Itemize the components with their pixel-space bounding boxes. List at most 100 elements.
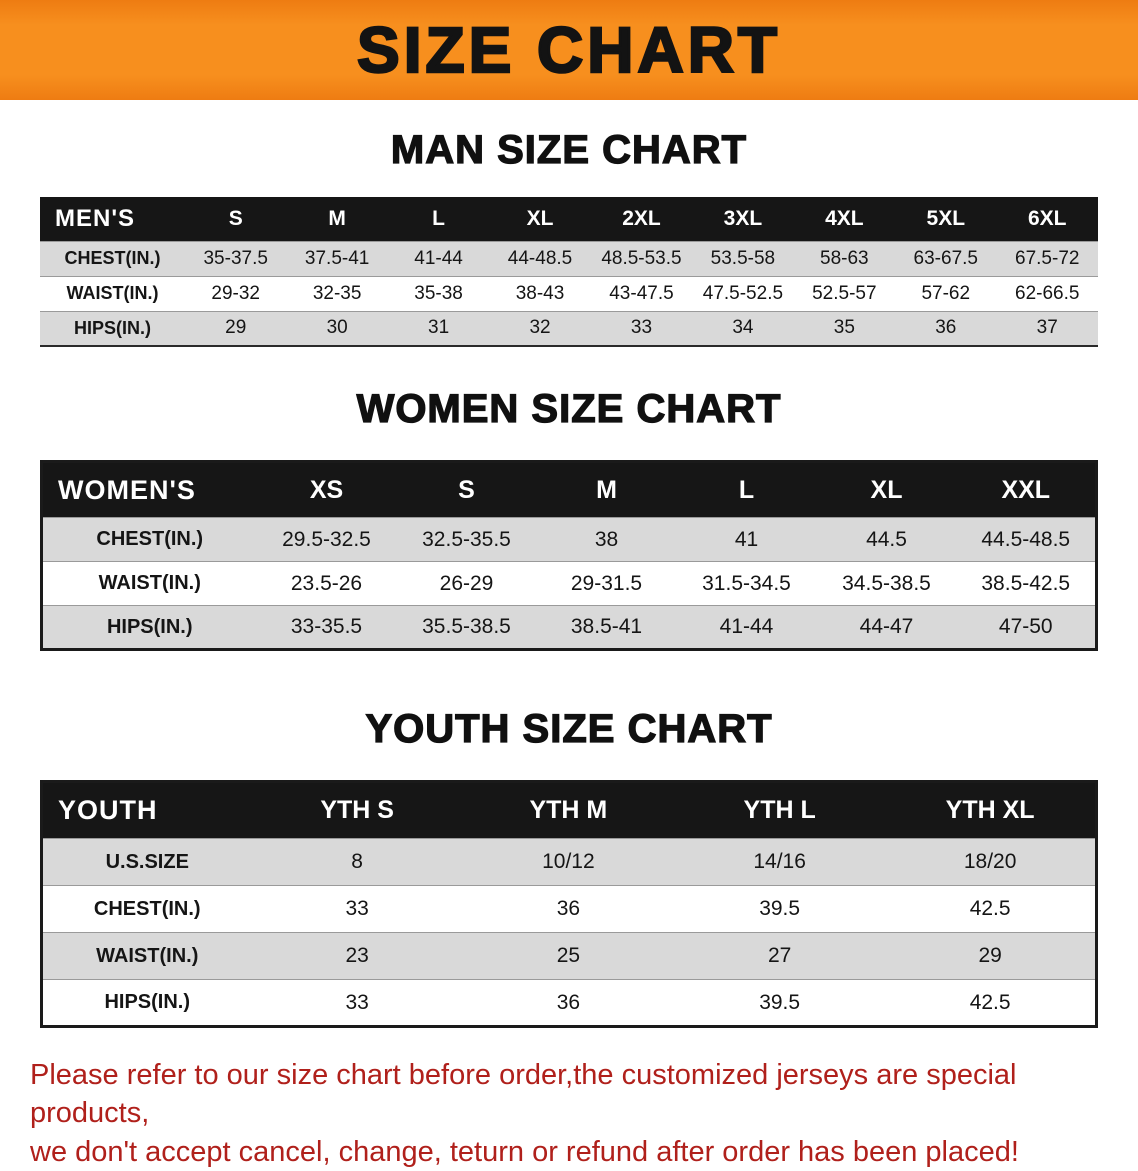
size-cell: 62-66.5 (996, 276, 1098, 311)
women-chest-row: CHEST(IN.) 29.5-32.5 32.5-35.5 38 41 44.… (41, 517, 1097, 562)
men-chest-row: CHEST(IN.) 35-37.5 37.5-41 41-44 44-48.5… (40, 241, 1098, 276)
size-cell: 34.5-38.5 (816, 561, 957, 606)
size-cell: 31 (387, 311, 490, 346)
size-cell: 38-43 (489, 276, 591, 311)
disclaimer-note: Please refer to our size chart before or… (30, 1056, 1108, 1171)
size-cell: 38.5-41 (536, 605, 677, 650)
size-cell: 63-67.5 (895, 241, 997, 276)
size-header-cell: 3XL (692, 197, 794, 241)
women-waist-row: WAIST(IN.) 23.5-26 26-29 29-31.5 31.5-34… (41, 561, 1097, 606)
size-cell: 35 (793, 311, 896, 346)
size-cell: 18/20 (885, 838, 1097, 886)
men-size-table: MEN'S S M L XL 2XL 3XL 4XL 5XL 6XL CHEST… (40, 197, 1098, 347)
men-section-heading: MAN SIZE CHART (390, 127, 748, 172)
youth-section: YOUTH SIZE CHART YOUTH YTH S YTH M YTH L… (0, 706, 1138, 1028)
size-cell: 31.5-34.5 (676, 561, 817, 606)
size-cell: 33-35.5 (256, 605, 397, 650)
youth-chest-row: CHEST(IN.) 33 36 39.5 42.5 (41, 885, 1097, 933)
banner: SIZE CHART (0, 0, 1138, 100)
size-cell: 33 (251, 979, 463, 1027)
men-table-title: MEN'S (40, 197, 185, 241)
size-cell: 33 (251, 885, 463, 933)
size-cell: 29.5-32.5 (256, 517, 397, 562)
size-cell: 47-50 (956, 605, 1097, 650)
size-cell: 44-47 (816, 605, 957, 650)
size-header-cell: XS (256, 461, 397, 518)
row-label: CHEST(IN.) (40, 241, 185, 276)
size-cell: 37.5-41 (286, 241, 388, 276)
size-header-cell: XL (816, 461, 957, 518)
size-cell: 25 (462, 932, 674, 980)
youth-header-row: YOUTH YTH S YTH M YTH L YTH XL (41, 781, 1097, 839)
size-header-cell: M (536, 461, 677, 518)
size-cell: 41-44 (676, 605, 817, 650)
size-cell: 35-37.5 (185, 241, 287, 276)
size-cell: 32.5-35.5 (396, 517, 537, 562)
youth-size-table: YOUTH YTH S YTH M YTH L YTH XL U.S.SIZE … (40, 780, 1098, 1028)
size-cell: 35.5-38.5 (396, 605, 537, 650)
size-cell: 30 (286, 311, 388, 346)
size-header-cell: L (387, 197, 490, 241)
size-cell: 38 (536, 517, 677, 562)
size-cell: 29 (885, 932, 1097, 980)
size-cell: 27 (674, 932, 886, 980)
size-cell: 44-48.5 (489, 241, 591, 276)
size-cell: 39.5 (674, 979, 886, 1027)
page-title: SIZE CHART (356, 13, 781, 88)
youth-table-title: YOUTH (41, 781, 252, 839)
size-header-cell: YTH S (251, 781, 463, 839)
size-cell: 32-35 (286, 276, 388, 311)
size-cell: 42.5 (885, 979, 1097, 1027)
size-cell: 29-32 (185, 276, 287, 311)
size-cell: 29 (185, 311, 287, 346)
size-cell: 10/12 (462, 838, 674, 886)
men-hips-row: HIPS(IN.) 29 30 31 32 33 34 35 36 37 (40, 311, 1098, 346)
youth-hips-row: HIPS(IN.) 33 36 39.5 42.5 (41, 979, 1097, 1027)
size-cell: 53.5-58 (692, 241, 794, 276)
size-cell: 57-62 (895, 276, 997, 311)
size-cell: 23.5-26 (256, 561, 397, 606)
size-header-cell: XL (489, 197, 591, 241)
men-section: MAN SIZE CHART MEN'S S M L XL 2XL 3XL 4X… (0, 127, 1138, 347)
row-label: WAIST(IN.) (40, 276, 185, 311)
size-cell: 47.5-52.5 (692, 276, 794, 311)
women-header-row: WOMEN'S XS S M L XL XXL (41, 461, 1097, 518)
row-label: WAIST(IN.) (41, 932, 252, 980)
size-header-cell: S (396, 461, 537, 518)
row-label: HIPS(IN.) (40, 311, 185, 346)
women-hips-row: HIPS(IN.) 33-35.5 35.5-38.5 38.5-41 41-4… (41, 605, 1097, 650)
size-header-cell: 5XL (895, 197, 997, 241)
size-cell: 8 (251, 838, 463, 886)
size-header-cell: 4XL (793, 197, 896, 241)
size-header-cell: L (676, 461, 817, 518)
disclaimer-line-2: we don't accept cancel, change, teturn o… (30, 1135, 1019, 1168)
size-cell: 34 (692, 311, 794, 346)
size-header-cell: YTH XL (885, 781, 1097, 839)
size-cell: 23 (251, 932, 463, 980)
size-cell: 44.5 (816, 517, 957, 562)
size-cell: 33 (590, 311, 693, 346)
size-cell: 48.5-53.5 (590, 241, 693, 276)
youth-waist-row: WAIST(IN.) 23 25 27 29 (41, 932, 1097, 980)
women-size-table: WOMEN'S XS S M L XL XXL CHEST(IN.) 29.5-… (40, 460, 1098, 651)
size-cell: 35-38 (387, 276, 490, 311)
size-cell: 43-47.5 (590, 276, 693, 311)
size-header-cell: 2XL (590, 197, 693, 241)
size-cell: 67.5-72 (996, 241, 1098, 276)
row-label: CHEST(IN.) (41, 517, 257, 562)
size-header-cell: YTH L (674, 781, 886, 839)
size-cell: 39.5 (674, 885, 886, 933)
women-section-heading: WOMEN SIZE CHART (356, 386, 782, 431)
size-cell: 36 (462, 885, 674, 933)
women-section: WOMEN SIZE CHART WOMEN'S XS S M L XL XXL… (0, 386, 1138, 651)
size-cell: 44.5-48.5 (956, 517, 1097, 562)
size-header-cell: YTH M (462, 781, 674, 839)
size-cell: 38.5-42.5 (956, 561, 1097, 606)
size-cell: 41 (676, 517, 817, 562)
size-cell: 37 (996, 311, 1098, 346)
size-cell: 14/16 (674, 838, 886, 886)
size-cell: 36 (895, 311, 997, 346)
row-label: HIPS(IN.) (41, 605, 257, 650)
size-cell: 32 (489, 311, 591, 346)
